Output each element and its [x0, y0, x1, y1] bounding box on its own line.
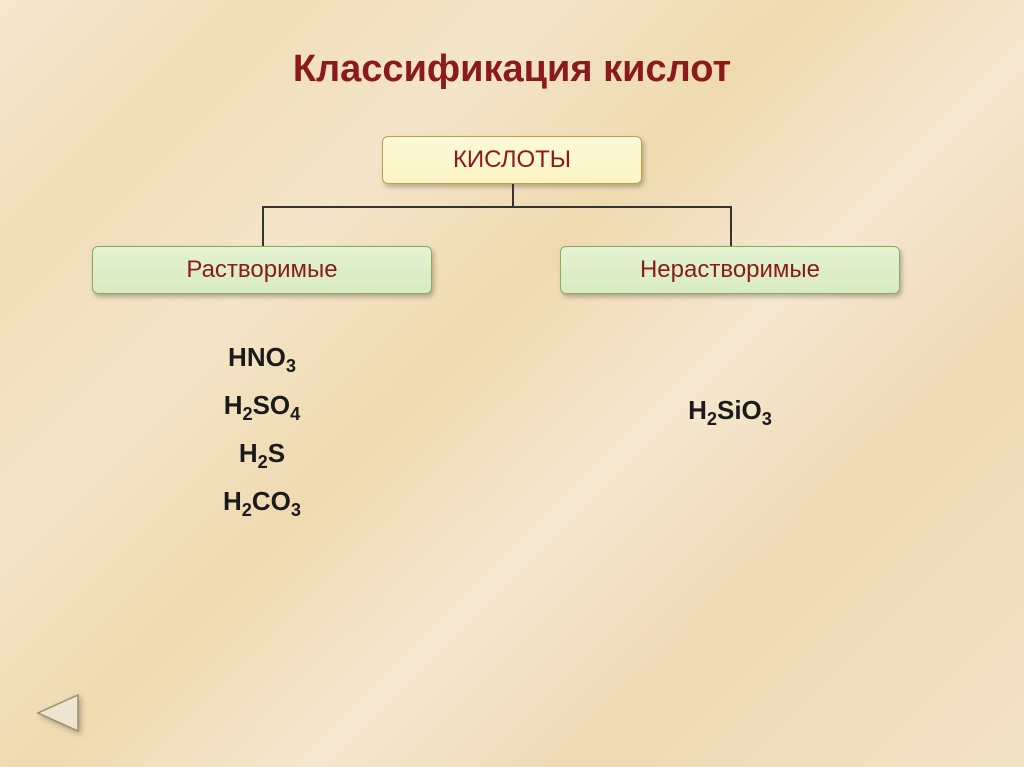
tree-child-insoluble: Нерастворимые — [560, 246, 900, 294]
page-title: Классификация кислот — [0, 0, 1024, 91]
tree-child-soluble: Растворимые — [92, 246, 432, 294]
formula-item: H2SO4 — [172, 383, 352, 431]
insoluble-formulas-list: H2SiO3 — [640, 395, 820, 430]
tree-connector — [512, 184, 514, 206]
formula-item: H2SiO3 — [640, 395, 820, 430]
formula-item: HNO3 — [172, 335, 352, 383]
tree-child-label: Растворимые — [186, 256, 337, 284]
soluble-formulas-list: HNO3 H2SO4 H2S H2CO3 — [172, 335, 352, 527]
formula-item: H2S — [172, 431, 352, 479]
tree-root-node: КИСЛОТЫ — [382, 136, 642, 184]
formula-item: H2CO3 — [172, 479, 352, 527]
triangle-left-icon — [32, 691, 84, 735]
tree-connector — [262, 206, 730, 208]
tree-root-label: КИСЛОТЫ — [453, 146, 571, 174]
back-button[interactable] — [28, 687, 88, 739]
classification-tree: КИСЛОТЫ Растворимые Нерастворимые — [0, 136, 1024, 316]
tree-connector — [262, 206, 264, 246]
tree-child-label: Нерастворимые — [640, 256, 820, 284]
tree-connector — [730, 206, 732, 246]
